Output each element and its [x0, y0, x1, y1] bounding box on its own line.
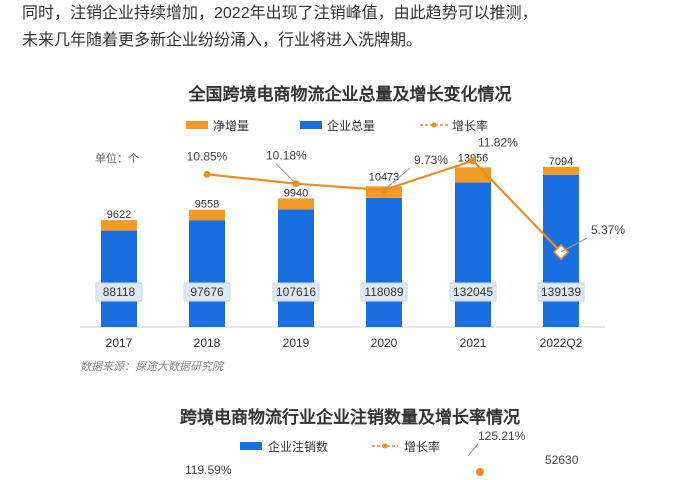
x-tick-2018: 2018	[194, 336, 221, 350]
chart2-canvas: 企业注销数 增长率 125.21% 52630 119.59%	[185, 430, 579, 477]
source-note: 数据来源：探途大数据研究院	[80, 361, 223, 373]
bar-total-2020	[366, 197, 402, 327]
rate-label-2022Q2: 5.37%	[591, 223, 625, 237]
chart2-title: 跨境电商物流行业企业注销数量及增长率情况	[180, 408, 520, 427]
x-tick-2021: 2021	[460, 336, 487, 350]
total-label-2019: 107616	[276, 285, 316, 299]
total-label-2017: 88118	[103, 285, 136, 299]
chart1-canvas: 净增量 企业总量 增长率 单位：个 88118 9622 2017 97676 9558…	[80, 118, 625, 350]
total-label-2018: 97676	[190, 285, 224, 299]
chart2-label-value: 52630	[545, 453, 579, 467]
total-label-box	[183, 282, 231, 302]
bar-net-2019	[278, 198, 314, 210]
chart2-rate-point	[476, 468, 484, 476]
x-tick-2017: 2017	[106, 336, 133, 350]
intro-text: 同时，注销企业持续增加，2022年出现了注销峰值，由此趋势可以推测， 未来几年随…	[22, 0, 692, 54]
total-label-box	[360, 282, 408, 302]
net-label-2018: 9558	[195, 199, 219, 211]
legend-swatch-net	[186, 121, 208, 129]
legend2-swatch-cancel	[240, 442, 262, 450]
bar-net-2017	[101, 220, 137, 231]
rate-label-2020: 9.73%	[414, 153, 448, 167]
legend-label-net: 净增量	[213, 119, 249, 133]
total-label-2021: 132045	[453, 285, 493, 299]
rate-leader-2020	[383, 167, 411, 191]
rate-label-2018: 10.85%	[187, 149, 228, 163]
net-label-2017: 9622	[107, 209, 131, 221]
total-label-box	[95, 282, 143, 302]
total-label-box	[449, 282, 497, 302]
chart2-label-rate-high: 125.21%	[478, 430, 526, 443]
rate-point-2021	[469, 157, 477, 165]
chart2-label-rate-left: 119.59%	[185, 463, 232, 477]
bar-total-2021	[455, 182, 491, 327]
rate-label-2019: 10.18%	[266, 149, 307, 163]
net-label-2022Q2: 7094	[549, 156, 573, 168]
total-label-box	[537, 282, 585, 302]
intro-line-2: 未来几年随着更多新企业纷纷涌入，行业将进入洗牌期。	[22, 32, 423, 49]
legend-label-rate: 增长率	[452, 118, 488, 133]
legend-label-total: 企业总量	[327, 118, 375, 133]
x-tick-2019: 2019	[283, 336, 310, 350]
unit-label: 单位：个	[95, 151, 139, 165]
total-label-2022Q2: 139139	[541, 285, 581, 299]
chart1-title: 全国跨境电商物流企业总量及增长变化情况	[188, 85, 512, 104]
bar-net-2018	[189, 209, 225, 221]
total-label-box	[272, 282, 320, 302]
total-label-2020: 118089	[364, 285, 403, 299]
rate-label-2021: 11.82%	[478, 136, 518, 150]
bar-total-2018	[189, 220, 225, 327]
bar-net-2022Q2	[543, 166, 579, 175]
legend-swatch-total	[300, 121, 322, 129]
legend2-label-rate: 增长率	[404, 439, 440, 454]
net-label-2020: 10473	[369, 171, 400, 183]
intro-line-1: 同时，注销企业持续增加，2022年出现了注销峰值，由此趋势可以推测，	[22, 5, 538, 22]
x-tick-2022Q2: 2022Q2	[540, 336, 583, 350]
rate-leader-2019	[275, 163, 297, 185]
chart2-connector	[467, 443, 479, 457]
bar-total-2017	[101, 230, 137, 327]
rate-point-2018	[203, 170, 211, 178]
x-tick-2020: 2020	[371, 336, 398, 350]
legend2-label-cancel: 企业注销数	[268, 439, 328, 454]
rate-leader-2022Q2	[560, 237, 588, 253]
bar-total-2019	[278, 209, 314, 327]
net-label-2019: 9940	[284, 187, 308, 199]
